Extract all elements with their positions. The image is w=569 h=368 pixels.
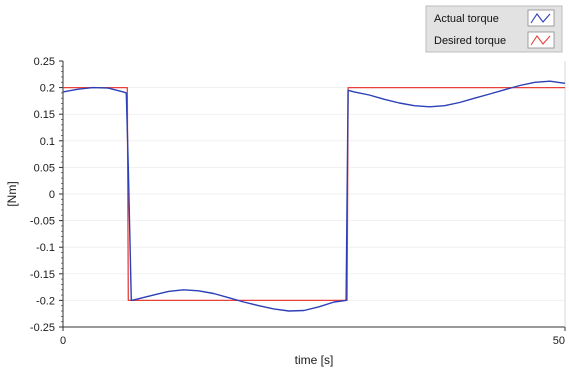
axis-layer: 0.25 0.2 0.15 0.1 0.05 0 -0.05 -0.1 -0.15 -0.2 -0.… — [30, 56, 566, 347]
y-tick-label: -0.05 — [30, 216, 55, 228]
x-tick-label: 0 — [60, 335, 66, 347]
y-tick-label: 0.2 — [40, 83, 55, 95]
legend-label-desired-torque: Desired torque — [434, 35, 506, 47]
y-tick-label: -0.15 — [30, 269, 55, 281]
legend-swatch-actual-torque — [527, 9, 555, 27]
y-tick-label: -0.25 — [30, 322, 55, 334]
x-axis-title: time [s] — [295, 353, 334, 367]
y-tick-label: 0.15 — [34, 109, 55, 121]
legend-swatch-line-actual-torque — [530, 13, 551, 24]
actual-torque-line — [62, 80, 566, 312]
series-layer — [62, 80, 566, 312]
legend: Actual torque Desired torque — [425, 5, 563, 53]
x-tick-label: 50 — [553, 335, 565, 347]
y-tick-label: -0.2 — [36, 295, 55, 307]
y-tick-label: 0 — [49, 189, 55, 201]
y-tick-label: 0.05 — [34, 162, 55, 174]
legend-swatch-desired-torque — [527, 31, 555, 49]
y-axis-title: [Nm] — [5, 181, 19, 206]
y-tick-label: -0.1 — [36, 242, 55, 254]
y-tick-label: 0.25 — [34, 56, 55, 68]
y-tick-label: 0.1 — [40, 136, 55, 148]
legend-label-actual-torque: Actual torque — [434, 13, 499, 25]
legend-swatch-line-desired-torque — [530, 35, 551, 46]
